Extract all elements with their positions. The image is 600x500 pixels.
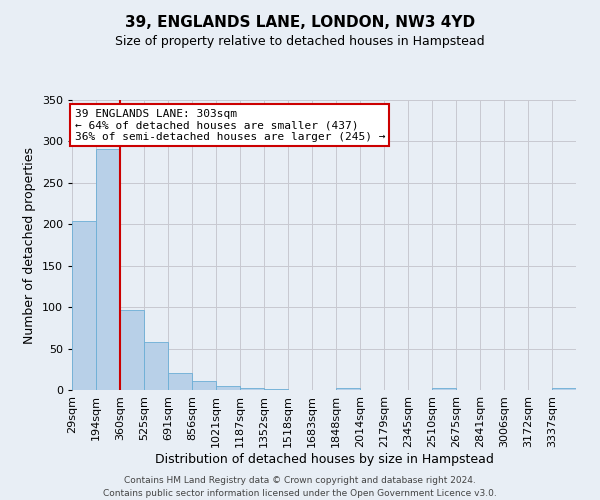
Bar: [552, 388, 576, 390]
Bar: [72, 221, 96, 390]
Text: Contains HM Land Registry data © Crown copyright and database right 2024.: Contains HM Land Registry data © Crown c…: [124, 476, 476, 485]
Bar: [192, 381, 216, 390]
Bar: [216, 386, 240, 390]
Text: Size of property relative to detached houses in Hampstead: Size of property relative to detached ho…: [115, 35, 485, 48]
Text: Contains public sector information licensed under the Open Government Licence v3: Contains public sector information licen…: [103, 488, 497, 498]
Bar: [96, 149, 120, 390]
Text: 39 ENGLANDS LANE: 303sqm
← 64% of detached houses are smaller (437)
36% of semi-: 39 ENGLANDS LANE: 303sqm ← 64% of detach…: [74, 108, 385, 142]
Y-axis label: Number of detached properties: Number of detached properties: [23, 146, 36, 344]
Bar: [240, 388, 264, 390]
Bar: [144, 342, 168, 390]
Text: 39, ENGLANDS LANE, LONDON, NW3 4YD: 39, ENGLANDS LANE, LONDON, NW3 4YD: [125, 15, 475, 30]
Bar: [432, 388, 456, 390]
X-axis label: Distribution of detached houses by size in Hampstead: Distribution of detached houses by size …: [155, 452, 493, 466]
Bar: [168, 374, 192, 390]
Bar: [120, 310, 144, 390]
Bar: [336, 388, 360, 390]
Bar: [264, 389, 288, 390]
